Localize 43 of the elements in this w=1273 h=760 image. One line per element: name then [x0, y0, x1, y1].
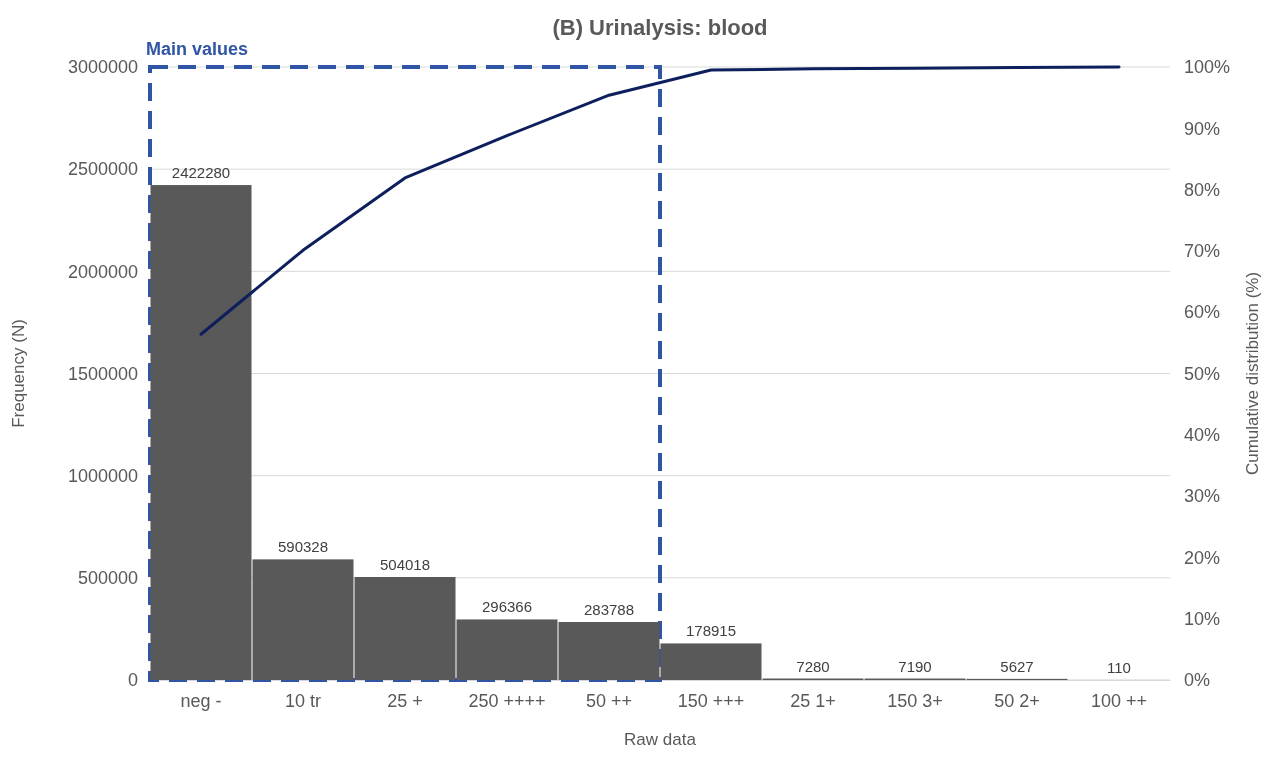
y-tick-label: 500000 [77, 568, 138, 589]
data-label: 283788 [583, 601, 635, 619]
text: Main values [146, 39, 249, 59]
y2-tick-label: 70% [1184, 241, 1221, 262]
y-tick-label: 3000000 [67, 57, 138, 78]
y2-tick-label: 60% [1184, 302, 1221, 323]
data-label: 178915 [685, 622, 737, 640]
y-tick-label: 0 [127, 670, 138, 691]
y2-tick-label: 80% [1184, 179, 1221, 200]
x-tick-label: 10 tr [284, 690, 322, 711]
data-label: 504018 [379, 556, 431, 574]
y-tick-label: 1500000 [67, 363, 138, 384]
data-label: 7280 [796, 657, 830, 675]
x-tick-label: 50 ++ [585, 690, 633, 711]
x-tick-label: neg - [180, 690, 222, 711]
x-tick-label: 25 + [387, 690, 423, 711]
chart-title: (B) Urinalysis: blood [552, 15, 768, 40]
y2-tick-label: 50% [1184, 363, 1221, 384]
data-label: 110 [1107, 658, 1131, 676]
y-axis-title: Frequency (N) [9, 319, 28, 428]
x-tick-label: 100 ++ [1090, 690, 1148, 711]
y2-tick-label: 90% [1184, 118, 1221, 139]
x-tick-label: 150 +++ [677, 690, 745, 711]
y2-tick-label: 30% [1184, 486, 1221, 507]
data-label: 7190 [898, 657, 932, 675]
x-tick-label: 25 1+ [790, 690, 836, 711]
data-label: 296366 [481, 598, 533, 616]
y2-tick-label: 20% [1184, 547, 1221, 568]
y2-tick-label: 40% [1184, 425, 1221, 446]
y-tick-label: 2500000 [67, 159, 138, 180]
data-label: 2422280 [171, 164, 231, 182]
x-axis-title: Raw data [624, 730, 697, 749]
y-tick-label: 1000000 [67, 465, 138, 486]
data-label: 590328 [277, 538, 329, 556]
y2-tick-label: 0% [1184, 670, 1211, 691]
y2-axis-title: Cumulative distribution (%) [1243, 271, 1262, 476]
x-tick-label: 250 ++++ [468, 690, 546, 711]
x-tick-label: 50 2+ [994, 690, 1040, 711]
y-tick-label: 2000000 [67, 261, 138, 282]
y2-tick-label: 100% [1184, 57, 1231, 78]
x-tick-label: 150 3+ [887, 690, 943, 711]
data-label: 5627 [1000, 657, 1034, 675]
y2-tick-label: 10% [1184, 608, 1221, 629]
